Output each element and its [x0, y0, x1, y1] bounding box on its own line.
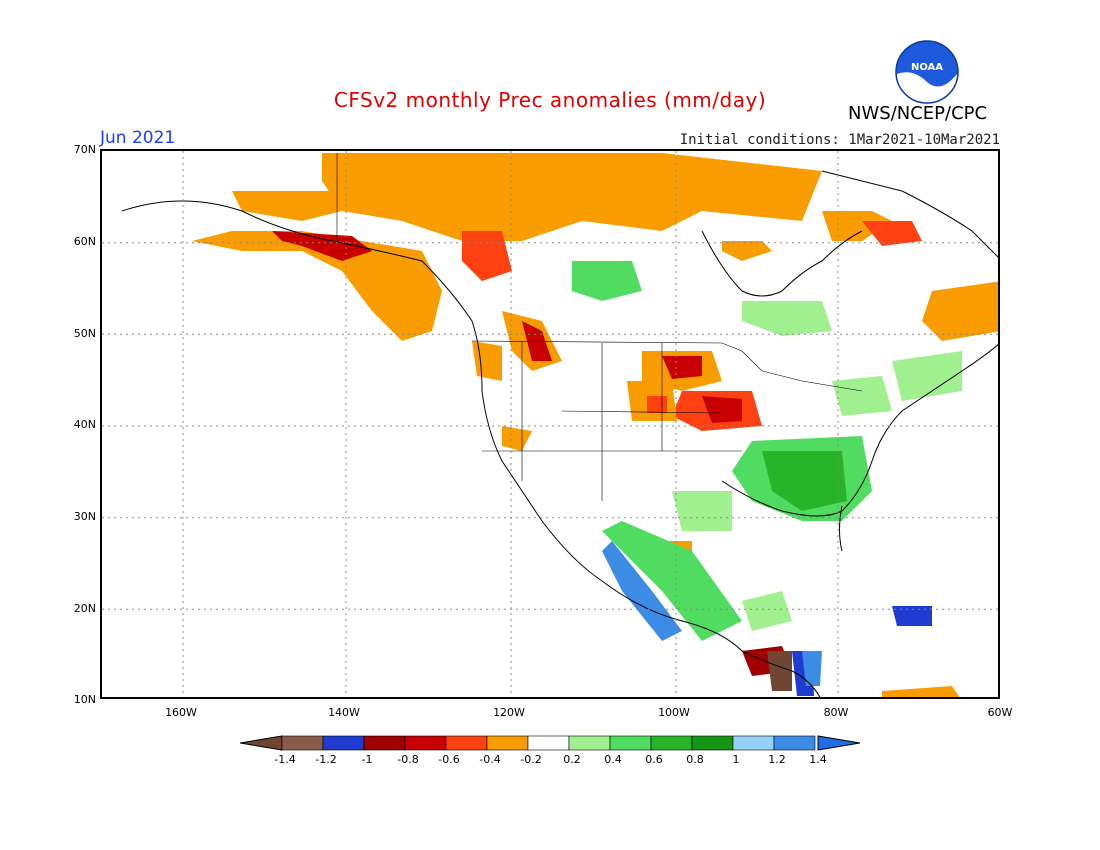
colorbar-cell	[527, 735, 570, 751]
colorbar-cell	[773, 735, 816, 751]
colorbar-label: 0.6	[645, 753, 663, 766]
noaa-logo-text: NOAA	[911, 62, 943, 73]
colorbar-label: -0.6	[438, 753, 460, 766]
colorbar-cell	[609, 735, 652, 751]
colorbar-label: 1.2	[768, 753, 786, 766]
colorbar-cell	[691, 735, 734, 751]
colorbar-cell	[363, 735, 406, 751]
initial-conditions: Initial conditions: 1Mar2021-10Mar2021	[679, 132, 1000, 148]
central-america-patches	[742, 646, 822, 696]
colorbar-label: 1.4	[809, 753, 827, 766]
colorbar-label: 0.2	[563, 753, 581, 766]
colorbar-cell	[568, 735, 611, 751]
colorbar-cell	[650, 735, 693, 751]
wet-anomaly-patches	[572, 261, 962, 641]
colorbar-cell	[732, 735, 775, 751]
colorbar-label: 0.8	[686, 753, 704, 766]
colorbar-cell	[404, 735, 447, 751]
colorbar-label: -1.2	[315, 753, 337, 766]
colorbar-label: 0.4	[604, 753, 622, 766]
lon-label-120w: 120W	[493, 706, 525, 719]
map-title: CFSv2 monthly Prec anomalies (mm/day)	[333, 88, 767, 112]
colorbar-label: -1	[361, 753, 373, 766]
agency-label: NWS/NCEP/CPC	[848, 103, 988, 124]
dry-anomaly-patches	[192, 153, 998, 697]
colorbar	[240, 735, 860, 751]
lon-label-140w: 140W	[328, 706, 360, 719]
noaa-logo: NOAA	[895, 40, 959, 104]
lat-label-20n: 20N	[73, 602, 96, 615]
colorbar-cell	[322, 735, 365, 751]
colorbar-label: -0.4	[479, 753, 501, 766]
lon-label-100w: 100W	[658, 706, 690, 719]
lat-label-30n: 30N	[73, 510, 96, 523]
anomaly-map	[100, 149, 1000, 699]
colorbar-low-arrow	[240, 735, 283, 751]
coastlines	[121, 170, 998, 697]
map-canvas	[102, 151, 998, 697]
borders	[336, 153, 863, 501]
colorbar-label: -1.4	[274, 753, 296, 766]
colorbar-label: -0.8	[397, 753, 419, 766]
colorbar-cells	[281, 735, 816, 751]
lon-label-160w: 160W	[165, 706, 197, 719]
forecast-month: Jun 2021	[100, 128, 176, 148]
colorbar-label: 1	[732, 753, 740, 766]
lat-label-40n: 40N	[73, 418, 96, 431]
graticule	[102, 151, 998, 697]
lat-label-10n: 10N	[73, 693, 96, 706]
colorbar-high-arrow	[817, 735, 860, 751]
lat-label-60n: 60N	[73, 235, 96, 248]
lat-label-50n: 50N	[73, 327, 96, 340]
colorbar-cell	[445, 735, 488, 751]
colorbar-label: -0.2	[520, 753, 542, 766]
colorbar-cell	[486, 735, 529, 751]
lon-label-60w: 60W	[987, 706, 1013, 719]
lon-label-80w: 80W	[823, 706, 849, 719]
lat-label-70n: 70N	[73, 143, 96, 156]
colorbar-cell	[281, 735, 324, 751]
